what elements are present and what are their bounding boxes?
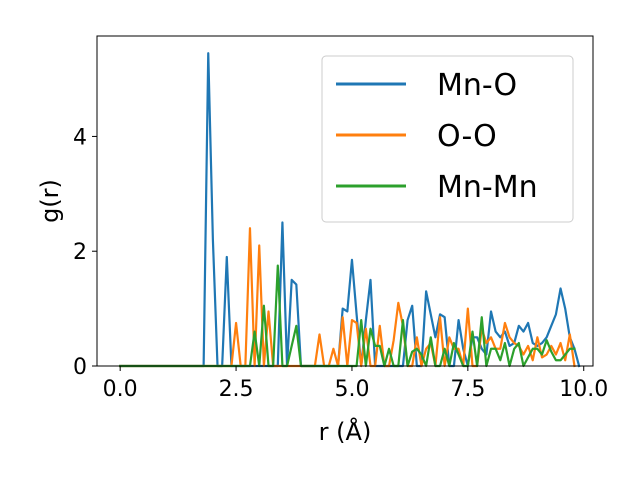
x-axis-label: r (Å)	[319, 417, 372, 446]
legend-label-2: Mn-Mn	[437, 170, 538, 205]
y-axis: 0 2 4	[73, 125, 97, 380]
legend-label-0: Mn-O	[437, 68, 517, 103]
x-tick-label: 10.0	[559, 377, 608, 402]
plot-frame	[96, 35, 594, 367]
y-axis-label: g(r)	[36, 179, 64, 223]
x-tick-label: 2.5	[219, 377, 254, 402]
x-tick-label: 5.0	[334, 377, 369, 402]
x-axis: 0.0 2.5 5.0 7.5 10.0	[103, 366, 608, 402]
series-line-2	[119, 264, 576, 368]
x-tick-label: 0.0	[103, 377, 138, 402]
y-tick-label: 4	[73, 125, 87, 150]
legend-label-1: O-O	[437, 119, 497, 154]
x-tick-label: 7.5	[450, 377, 485, 402]
legend: Mn-O O-O Mn-Mn	[321, 55, 574, 223]
y-tick-label: 0	[73, 355, 87, 380]
legend-box	[321, 55, 574, 223]
y-tick-label: 2	[73, 240, 87, 265]
